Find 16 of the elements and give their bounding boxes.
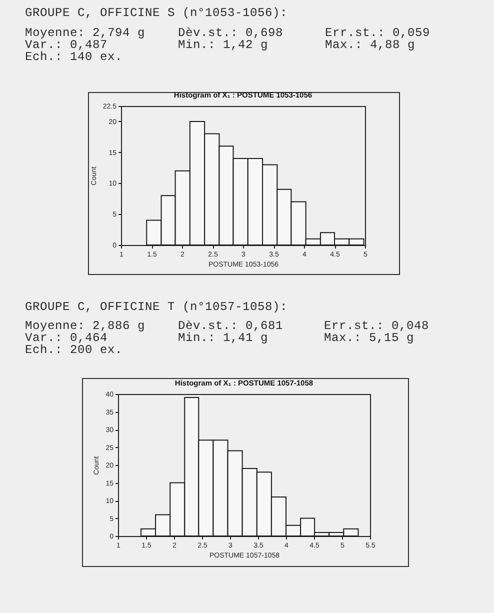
text: GROUPE C, OFFICINE S (n°1053-1056): <box>25 6 288 20</box>
text: Dèv.st.: 0,681 <box>178 319 284 333</box>
text: Ech.: 200 ex. <box>25 343 123 357</box>
text: Max.: 5,15 g <box>324 331 414 345</box>
text: Min.: 1,42 g <box>178 38 268 52</box>
text: Var.: 0,487 <box>25 38 108 52</box>
text: Max.: 4,88 g <box>325 38 416 52</box>
text: Moyenne: 2,794 g <box>25 26 146 40</box>
text: Var.: 0,464 <box>25 331 108 345</box>
text: GROUPE C, OFFICINE T (n°1057-1058): <box>25 300 288 314</box>
text: Dèv.st.: 0,698 <box>178 26 284 40</box>
text: Moyenne: 2,886 g <box>25 319 146 333</box>
text: Err.st.: 0,059 <box>325 26 430 40</box>
text: Min.: 1,41 g <box>178 331 268 345</box>
text: Ech.: 140 ex. <box>25 50 123 64</box>
text: Err.st.: 0,048 <box>324 319 430 333</box>
